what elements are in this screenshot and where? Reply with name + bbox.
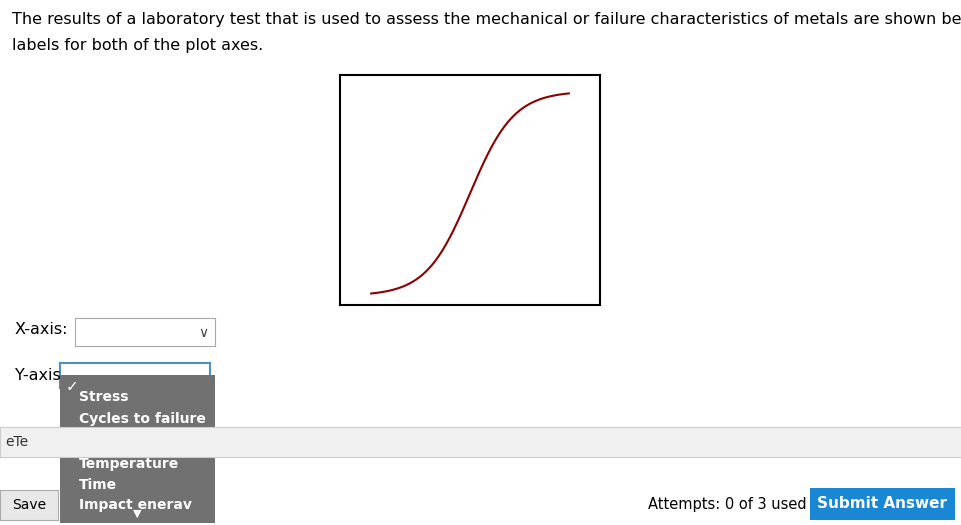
Text: ∨: ∨	[198, 327, 208, 340]
Text: Save: Save	[12, 498, 46, 512]
Text: ✓: ✓	[66, 380, 79, 394]
Text: ▼: ▼	[134, 509, 141, 519]
Text: Stress amplitude: Stress amplitude	[79, 435, 211, 448]
Text: Y-axis: Y-axis	[15, 368, 61, 383]
Text: X-axis:: X-axis:	[15, 322, 68, 338]
Text: Impact enerav: Impact enerav	[79, 498, 191, 512]
Text: Stress: Stress	[79, 390, 128, 404]
Text: Cycles to failure: Cycles to failure	[79, 413, 206, 426]
Text: Temperature: Temperature	[79, 457, 179, 471]
Text: Time: Time	[79, 478, 116, 491]
Text: labels for both of the plot axes.: labels for both of the plot axes.	[12, 38, 263, 53]
Text: Attempts: 0 of 3 used: Attempts: 0 of 3 used	[648, 498, 805, 512]
Text: eTe: eTe	[5, 435, 28, 449]
Text: The results of a laboratory test that is used to assess the mechanical or failur: The results of a laboratory test that is…	[12, 12, 961, 27]
Text: Submit Answer: Submit Answer	[817, 497, 947, 511]
